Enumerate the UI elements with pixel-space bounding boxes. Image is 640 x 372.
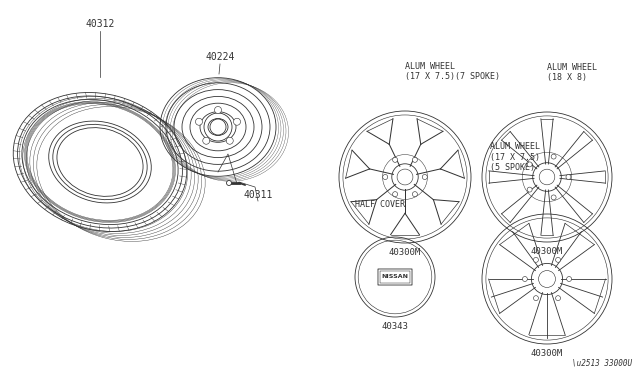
Circle shape (227, 137, 233, 144)
Text: NISSAN: NISSAN (381, 275, 408, 279)
Circle shape (556, 296, 561, 301)
Circle shape (234, 118, 241, 125)
Circle shape (534, 257, 538, 262)
Circle shape (383, 174, 388, 180)
Circle shape (556, 257, 561, 262)
Text: HALF COVER: HALF COVER (355, 200, 405, 209)
Circle shape (566, 174, 571, 179)
Circle shape (412, 192, 417, 197)
Ellipse shape (49, 121, 151, 203)
Circle shape (551, 154, 556, 159)
Circle shape (551, 195, 556, 200)
Circle shape (522, 276, 527, 282)
Text: ALUM WHEEL
(18 X 8): ALUM WHEEL (18 X 8) (547, 62, 597, 82)
Circle shape (527, 162, 532, 167)
Text: 40300M: 40300M (389, 248, 421, 257)
Text: 40311: 40311 (243, 190, 273, 200)
Circle shape (566, 276, 572, 282)
Circle shape (195, 118, 202, 125)
Text: 40312: 40312 (85, 19, 115, 29)
Text: ALUM WHEEL
(17 X 7.5)
(5 SPOKE): ALUM WHEEL (17 X 7.5) (5 SPOKE) (490, 142, 540, 172)
Circle shape (534, 296, 538, 301)
Text: 40300M: 40300M (531, 349, 563, 358)
Ellipse shape (53, 124, 147, 200)
Circle shape (422, 174, 428, 180)
Circle shape (214, 106, 221, 113)
Text: ALUM WHEEL
(17 X 7.5)(7 SPOKE): ALUM WHEEL (17 X 7.5)(7 SPOKE) (405, 62, 500, 81)
Circle shape (392, 157, 397, 162)
Text: \u2513 33000U: \u2513 33000U (572, 358, 632, 367)
Text: 40343: 40343 (381, 322, 408, 331)
Ellipse shape (57, 128, 143, 196)
Circle shape (527, 187, 532, 192)
Circle shape (227, 180, 232, 186)
Circle shape (412, 157, 417, 162)
Text: 40224: 40224 (205, 52, 235, 62)
Circle shape (203, 137, 210, 144)
Circle shape (392, 192, 397, 197)
Text: 40300M: 40300M (531, 247, 563, 256)
